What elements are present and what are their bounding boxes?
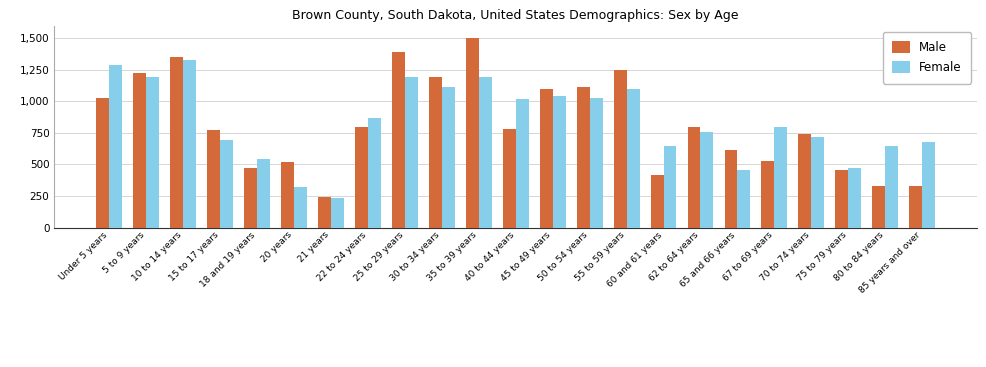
Bar — [109, 65, 122, 228]
Bar — [133, 73, 146, 228]
Bar — [244, 168, 256, 228]
Bar — [761, 161, 774, 228]
Bar — [798, 134, 810, 228]
Bar — [552, 96, 565, 228]
Bar — [650, 175, 663, 228]
Bar — [834, 170, 848, 228]
Bar — [872, 186, 884, 228]
Bar — [515, 99, 528, 228]
Bar — [220, 140, 233, 228]
Bar — [391, 52, 404, 228]
Title: Brown County, South Dakota, United States Demographics: Sex by Age: Brown County, South Dakota, United State… — [292, 9, 739, 22]
Bar — [368, 118, 381, 228]
Bar — [182, 60, 196, 228]
Bar — [576, 87, 589, 228]
Bar — [317, 197, 330, 228]
Bar — [626, 90, 639, 228]
Bar — [539, 89, 552, 228]
Bar — [774, 127, 787, 228]
Bar — [404, 77, 417, 228]
Bar — [848, 168, 861, 228]
Bar — [429, 77, 442, 228]
Bar — [97, 98, 109, 228]
Bar — [330, 198, 343, 228]
Bar — [908, 186, 921, 228]
Bar — [687, 127, 700, 228]
Bar — [294, 186, 307, 228]
Bar — [207, 130, 220, 228]
Bar — [810, 137, 823, 228]
Bar — [502, 128, 515, 228]
Bar — [281, 162, 294, 228]
Bar — [921, 142, 934, 228]
Bar — [589, 98, 601, 228]
Bar — [256, 159, 269, 228]
Bar — [442, 87, 455, 228]
Bar — [724, 150, 737, 228]
Legend: Male, Female: Male, Female — [881, 32, 970, 84]
Bar — [355, 127, 368, 228]
Bar — [663, 146, 675, 228]
Bar — [700, 132, 713, 228]
Bar — [146, 77, 159, 228]
Bar — [478, 77, 491, 228]
Bar — [613, 70, 626, 228]
Bar — [170, 57, 182, 228]
Bar — [737, 170, 749, 228]
Bar — [884, 146, 897, 228]
Bar — [465, 38, 478, 228]
